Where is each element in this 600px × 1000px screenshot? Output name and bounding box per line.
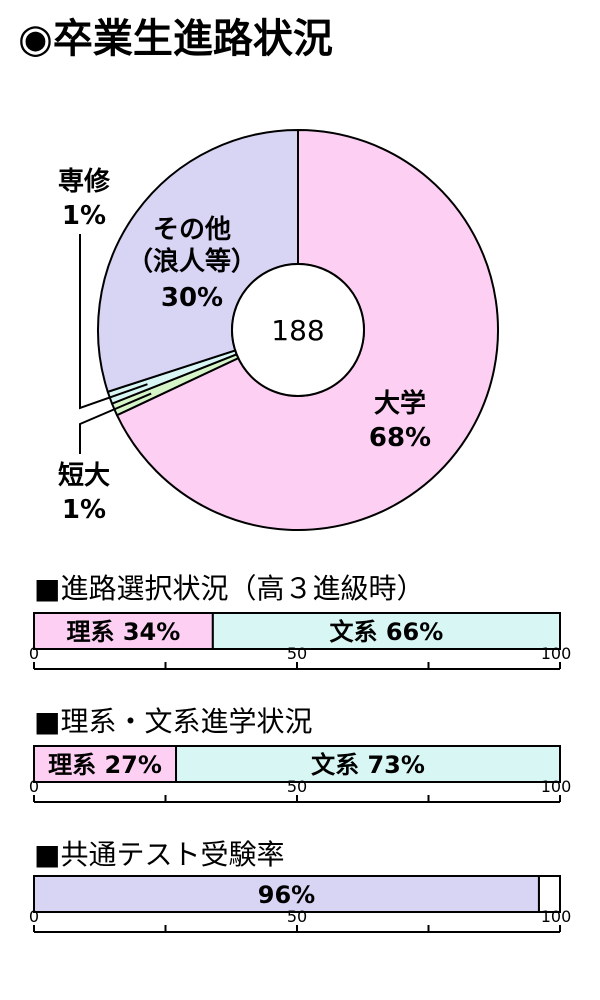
bar-segment bbox=[33, 745, 178, 783]
leader-line-tandai bbox=[79, 392, 152, 454]
bar-segment-label: 文系 66% bbox=[330, 618, 444, 646]
pie-center bbox=[231, 263, 365, 397]
bar-segment-label: 文系 73% bbox=[311, 751, 425, 779]
bar-chart-heading: ■理系・文系進学状況 bbox=[34, 705, 312, 738]
x-axis-tick-label: 0 bbox=[29, 644, 39, 663]
x-axis-tick-label: 100 bbox=[541, 907, 572, 926]
pie-chart: 188 大学 68% その他（浪人等） 30% 専修 1% 短大 1% bbox=[58, 128, 499, 531]
x-axis-tick-label: 50 bbox=[287, 777, 307, 796]
x-axis-tick-label: 0 bbox=[29, 907, 39, 926]
pie-label-sonota-name: その他 bbox=[153, 215, 231, 245]
pie-label-tandai-name: 短大 bbox=[58, 461, 110, 491]
bar-chart-heading: ■共通テスト受験率 bbox=[34, 838, 284, 871]
bar-segment-label: 理系 34% bbox=[67, 618, 181, 646]
pie-label-daigaku-name: 大学 bbox=[374, 388, 426, 419]
x-axis-tick-label: 50 bbox=[287, 644, 307, 663]
bar-segment-label: 96% bbox=[258, 881, 315, 909]
x-axis-tick-label: 50 bbox=[287, 907, 307, 926]
x-axis-tick-label: 0 bbox=[29, 777, 39, 796]
pie-label-senshu-percent: 1% bbox=[62, 201, 106, 231]
pie-label-sonota-percent: 30% bbox=[161, 283, 223, 313]
pie-label-sonota-note: （浪人等） bbox=[127, 246, 257, 277]
x-axis-tick-label: 100 bbox=[541, 644, 572, 663]
bar-charts: ■進路選択状況（高３進級時）理系 34% 文系 66%0 50 100■理系・文系進学… bbox=[29, 572, 572, 933]
bar-chart-3: ■共通テスト受験率 96% 0 50 100 bbox=[29, 838, 572, 933]
bar-segment bbox=[175, 745, 562, 783]
pie-center-total: 188 bbox=[271, 314, 324, 347]
bar-segment bbox=[211, 612, 561, 650]
pie-label-senshu-name: 専修 bbox=[58, 166, 111, 197]
leader-line-senshu bbox=[79, 234, 148, 410]
pie-label-daigaku-percent: 68% bbox=[369, 423, 431, 453]
bar-segment bbox=[537, 875, 562, 913]
x-axis-tick-label: 100 bbox=[541, 777, 572, 796]
pie-label-tandai-percent: 1% bbox=[62, 495, 106, 525]
bar-segment-label: 理系 27% bbox=[48, 751, 162, 779]
bar-chart-heading: ■進路選択状況（高３進級時） bbox=[34, 572, 424, 605]
page-title: ◉卒業生進路状況 bbox=[18, 16, 333, 62]
bar-chart-1: ■進路選択状況（高３進級時） 理系 34% 文系 66% 0 50 100 bbox=[29, 572, 572, 670]
